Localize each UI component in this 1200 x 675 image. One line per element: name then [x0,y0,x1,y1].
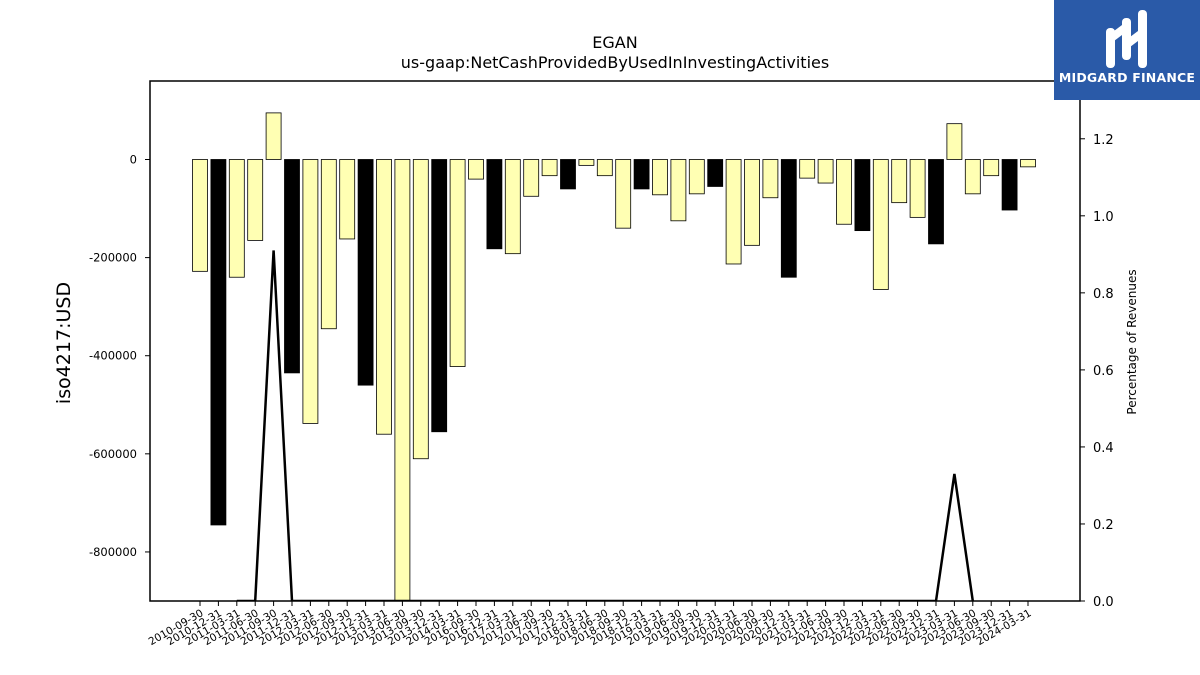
y2-tick-label: 0.0 [1093,595,1114,610]
chart-subtitle: us-gaap:NetCashProvidedByUsedInInvesting… [401,53,829,72]
bar-2023-09-30 [983,159,1000,177]
bars-group [192,112,1036,602]
y-tick-label: 0 [130,152,137,166]
bar-2017-06-30 [523,159,540,197]
midgard-logo-icon [1106,10,1147,68]
bar-2019-12-31 [707,159,724,187]
y2-tick-label: 1.2 [1093,133,1114,148]
bar-2017-12-31 [560,159,576,190]
bar-2023-06-30 [964,159,981,195]
y2-tick-label: 1.0 [1093,210,1114,225]
y-tick-label: -800000 [89,545,137,559]
bar-2022-06-30 [891,159,908,204]
bar-2020-12-31 [780,159,797,278]
bar-2019-06-30 [670,159,687,222]
y-tick-label: -400000 [89,349,137,363]
brand-logo: MIDGARD FINANCE [1054,0,1200,100]
bar-2021-09-30 [836,159,852,225]
y-axis-label: iso4217:USD [53,282,75,404]
bar-2023-03-31 [946,123,963,160]
bar-2022-09-30 [909,159,926,218]
ratio-line-group [236,250,975,601]
bar-2012-12-31 [357,159,374,386]
bar-2016-12-31 [486,159,503,250]
bar-2021-03-31 [799,159,816,179]
y-tick-label: -200000 [89,251,137,265]
bar-2024-03-31 [1020,159,1036,168]
bar-2022-12-31 [928,159,944,245]
y2-tick-label: 0.4 [1093,441,1114,456]
bar-2014-03-31 [449,159,466,367]
bar-2022-03-31 [872,159,889,290]
bar-2019-03-31 [652,159,668,196]
bar-2021-06-30 [817,159,834,184]
y2-axis-label: Percentage of Revenues [1125,269,1139,414]
bar-2016-09-30 [468,159,484,180]
bar-2013-12-31 [431,159,448,433]
logo-text: MIDGARD FINANCE [1058,70,1196,85]
bar-2013-03-31 [376,159,392,435]
bar-2011-03-31 [228,159,245,278]
bar-2012-09-30 [339,159,356,240]
ratio-line [236,250,975,601]
bar-2018-09-30 [615,159,632,229]
y2-tick-label: 0.6 [1093,364,1114,379]
plot-frame [149,80,1081,602]
chart-title: EGAN [592,33,637,52]
bar-2010-09-30 [192,159,208,272]
bar-2010-12-31 [210,159,227,526]
bar-2019-09-30 [688,159,705,195]
bar-2018-06-30 [596,159,613,177]
y-axis-right: 0.0 0.2 0.4 0.6 0.8 1.0 1.2 [1080,133,1114,610]
bar-2017-09-30 [541,159,558,177]
y2-tick-label: 0.8 [1093,287,1114,302]
y-axis-left: 0 -200000 -400000 -600000 -800000 [89,152,150,559]
bar-2023-12-31 [1001,159,1018,211]
bar-2018-03-31 [578,159,595,166]
bar-2011-12-31 [284,159,300,374]
bar-2020-09-30 [762,159,779,199]
bar-2011-06-30 [247,159,264,241]
bar-2011-09-30 [265,112,282,160]
bar-2017-03-31 [504,159,521,255]
bar-2021-12-31 [854,159,871,232]
bar-2018-12-31 [633,159,650,190]
bar-2012-06-30 [320,159,337,330]
bar-2020-03-31 [725,159,742,265]
bar-2013-09-30 [412,159,429,460]
bar-2012-03-31 [302,159,319,424]
bar-2013-06-30 [394,159,411,602]
bar-2020-06-30 [744,159,760,246]
y-tick-label: -600000 [89,447,137,461]
x-axis: 2010-09-302010-12-312011-03-312011-06-30… [147,601,1034,648]
y2-tick-label: 0.2 [1093,518,1114,533]
